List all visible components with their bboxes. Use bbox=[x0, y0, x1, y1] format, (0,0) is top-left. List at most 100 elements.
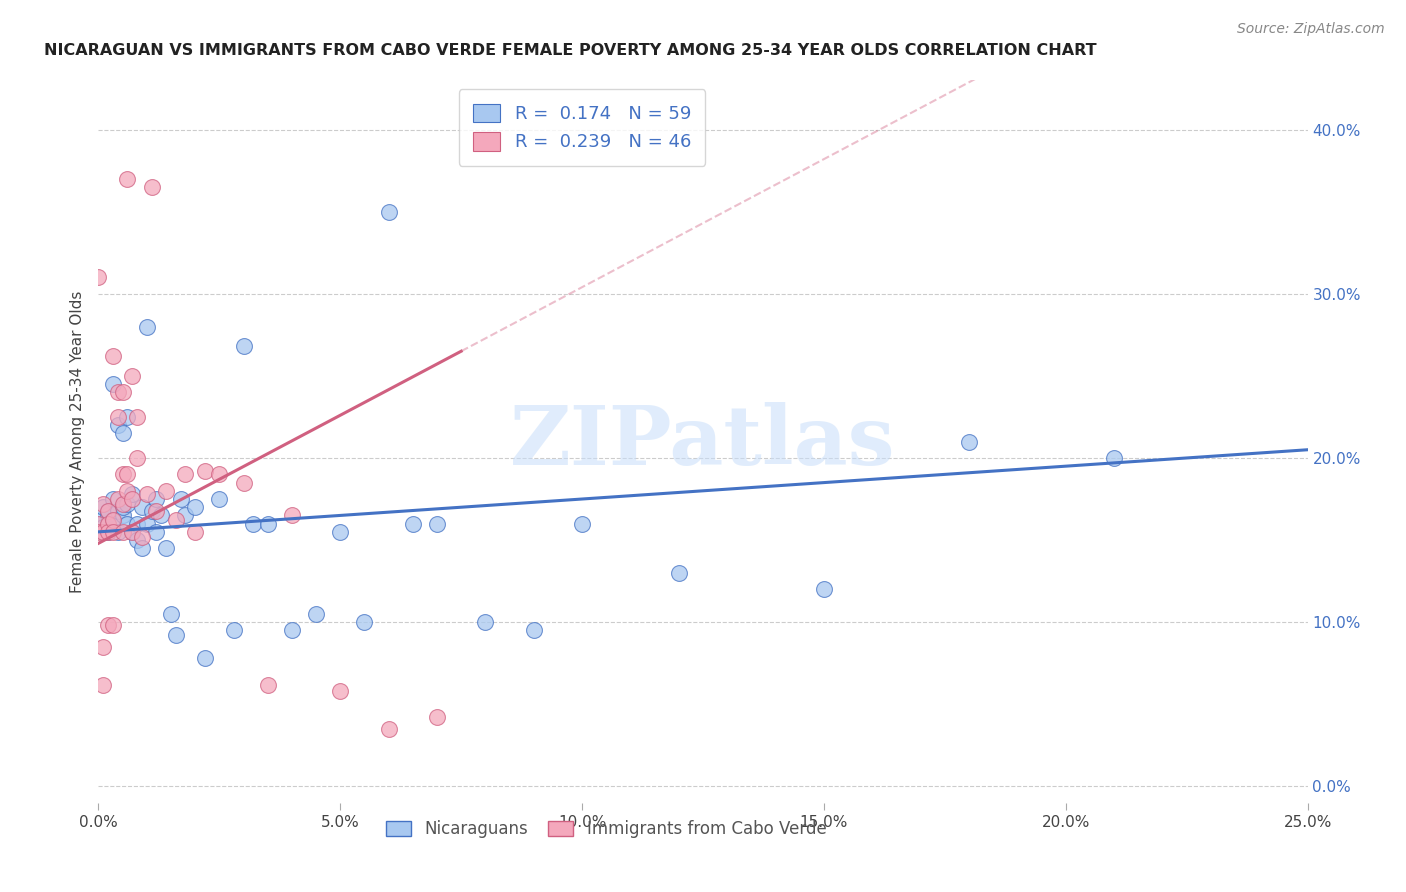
Point bbox=[135, 516, 157, 531]
Point bbox=[121, 491, 143, 506]
Point bbox=[194, 464, 217, 478]
Point bbox=[101, 491, 124, 506]
Point bbox=[232, 475, 254, 490]
Point bbox=[208, 467, 231, 482]
Point bbox=[107, 385, 129, 400]
Point bbox=[121, 524, 143, 539]
Point bbox=[117, 483, 139, 498]
Point bbox=[97, 618, 120, 632]
Point bbox=[87, 524, 110, 539]
Point bbox=[131, 500, 153, 515]
Point bbox=[111, 467, 134, 482]
Point bbox=[107, 503, 129, 517]
Point bbox=[121, 524, 143, 539]
Point bbox=[165, 513, 187, 527]
Point bbox=[523, 624, 546, 638]
Point bbox=[145, 503, 167, 517]
Point bbox=[402, 516, 425, 531]
Point bbox=[169, 491, 191, 506]
Point bbox=[121, 487, 143, 501]
Point bbox=[91, 677, 114, 691]
Point bbox=[232, 339, 254, 353]
Point bbox=[353, 615, 375, 630]
Point bbox=[150, 508, 173, 523]
Point bbox=[135, 319, 157, 334]
Point bbox=[184, 524, 207, 539]
Point bbox=[111, 426, 134, 441]
Point bbox=[111, 497, 134, 511]
Point bbox=[111, 385, 134, 400]
Point bbox=[426, 710, 449, 724]
Point bbox=[101, 377, 124, 392]
Point bbox=[135, 487, 157, 501]
Point bbox=[194, 651, 217, 665]
Point bbox=[91, 524, 114, 539]
Text: ZIPatlas: ZIPatlas bbox=[510, 401, 896, 482]
Point bbox=[131, 530, 153, 544]
Point bbox=[91, 640, 114, 654]
Point bbox=[1102, 450, 1125, 465]
Point bbox=[145, 491, 167, 506]
Point bbox=[117, 171, 139, 186]
Point bbox=[329, 684, 352, 698]
Point bbox=[101, 513, 124, 527]
Point bbox=[107, 409, 129, 424]
Point bbox=[957, 434, 980, 449]
Point bbox=[127, 533, 149, 547]
Point bbox=[101, 524, 124, 539]
Point bbox=[165, 628, 187, 642]
Point bbox=[281, 624, 304, 638]
Point bbox=[281, 508, 304, 523]
Point bbox=[668, 566, 690, 580]
Point bbox=[329, 524, 352, 539]
Point bbox=[91, 500, 114, 515]
Point bbox=[141, 180, 163, 194]
Point bbox=[97, 524, 120, 539]
Point bbox=[141, 503, 163, 517]
Point bbox=[87, 516, 110, 531]
Y-axis label: Female Poverty Among 25-34 Year Olds: Female Poverty Among 25-34 Year Olds bbox=[69, 291, 84, 592]
Point bbox=[91, 497, 114, 511]
Point bbox=[160, 607, 183, 621]
Point bbox=[571, 516, 593, 531]
Point bbox=[377, 204, 399, 219]
Point bbox=[305, 607, 328, 621]
Point bbox=[256, 516, 278, 531]
Point bbox=[117, 516, 139, 531]
Point bbox=[101, 618, 124, 632]
Point bbox=[813, 582, 835, 597]
Point bbox=[127, 409, 149, 424]
Point bbox=[101, 349, 124, 363]
Text: NICARAGUAN VS IMMIGRANTS FROM CABO VERDE FEMALE POVERTY AMONG 25-34 YEAR OLDS CO: NICARAGUAN VS IMMIGRANTS FROM CABO VERDE… bbox=[44, 44, 1097, 58]
Text: Source: ZipAtlas.com: Source: ZipAtlas.com bbox=[1237, 22, 1385, 37]
Point bbox=[101, 513, 124, 527]
Point bbox=[121, 368, 143, 383]
Point bbox=[107, 524, 129, 539]
Point bbox=[222, 624, 245, 638]
Point bbox=[97, 508, 120, 523]
Point bbox=[474, 615, 496, 630]
Point bbox=[127, 450, 149, 465]
Point bbox=[127, 516, 149, 531]
Point bbox=[155, 541, 177, 556]
Point bbox=[91, 524, 114, 539]
Point bbox=[174, 508, 197, 523]
Point bbox=[111, 500, 134, 515]
Legend: Nicaraguans, Immigrants from Cabo Verde: Nicaraguans, Immigrants from Cabo Verde bbox=[380, 814, 832, 845]
Point bbox=[107, 418, 129, 433]
Point bbox=[107, 491, 129, 506]
Point bbox=[131, 541, 153, 556]
Point bbox=[117, 409, 139, 424]
Point bbox=[97, 503, 120, 517]
Point bbox=[377, 722, 399, 736]
Point bbox=[184, 500, 207, 515]
Point bbox=[242, 516, 264, 531]
Point bbox=[426, 516, 449, 531]
Point bbox=[97, 516, 120, 531]
Point bbox=[87, 270, 110, 285]
Point bbox=[97, 524, 120, 539]
Point bbox=[91, 512, 114, 526]
Point bbox=[91, 520, 114, 534]
Point bbox=[117, 497, 139, 511]
Point bbox=[155, 483, 177, 498]
